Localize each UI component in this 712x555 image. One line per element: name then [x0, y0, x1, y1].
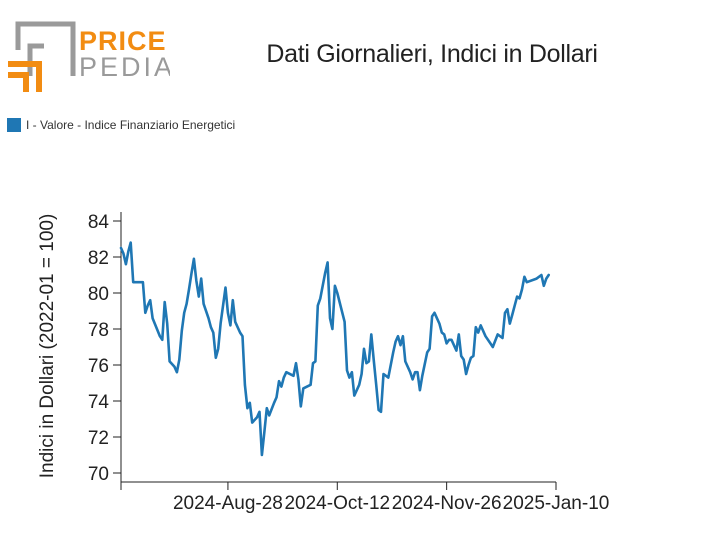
series-line [119, 241, 550, 457]
x-tick-label: 2024-Nov-26 [392, 493, 502, 514]
legend: I - Valore - Indice Finanziario Energeti… [7, 118, 235, 132]
y-tick-label: 84 [88, 212, 110, 233]
y-tick-label: 76 [88, 356, 109, 377]
y-axis-label: Indici in Dollari (2022-01 = 100) [37, 214, 58, 479]
chart-title: Dati Giornalieri, Indici in Dollari [266, 40, 598, 68]
x-tick-label: 2024-Aug-28 [173, 493, 283, 514]
y-tick-label: 80 [88, 284, 109, 305]
y-axis: 70 72 74 76 78 80 82 84 [88, 212, 122, 485]
logo-mark [8, 21, 76, 92]
logo-word-pedia: PEDIA [79, 52, 170, 82]
series-layer [119, 241, 550, 457]
x-tick-label: 2025-Jan-10 [503, 493, 610, 514]
legend-swatch [7, 118, 21, 132]
logo-word-price: PRICE [79, 26, 167, 56]
y-tick-label: 82 [88, 248, 109, 269]
x-tick-label: 2024-Oct-12 [284, 493, 390, 514]
x-axis: 2024-Aug-28 2024-Oct-12 2024-Nov-26 2025-Ja… [120, 481, 610, 514]
pricepedia-logo: PRICE PEDIA [8, 21, 170, 92]
legend-label: I - Valore - Indice Finanziario Energeti… [26, 118, 236, 132]
y-tick-label: 70 [88, 464, 109, 485]
y-tick-label: 74 [88, 392, 110, 413]
y-tick-label: 78 [88, 320, 109, 341]
y-tick-label: 72 [88, 428, 109, 449]
